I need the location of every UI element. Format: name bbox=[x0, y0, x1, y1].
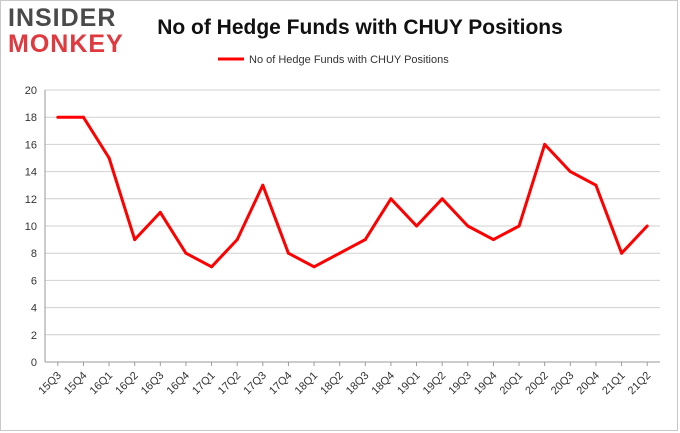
x-tick-label: 16Q1 bbox=[88, 370, 116, 398]
data-point bbox=[235, 238, 239, 242]
x-tick-label: 16Q3 bbox=[139, 370, 167, 398]
y-tick-label: 0 bbox=[31, 357, 37, 369]
x-tick-label: 20Q1 bbox=[498, 370, 526, 398]
data-point bbox=[415, 224, 419, 228]
axes bbox=[44, 90, 660, 366]
data-point bbox=[363, 238, 367, 242]
data-point bbox=[56, 115, 60, 119]
x-tick-label: 20Q2 bbox=[523, 370, 551, 398]
data-point bbox=[491, 238, 495, 242]
data-point bbox=[133, 238, 137, 242]
data-point bbox=[261, 183, 265, 187]
data-point bbox=[158, 210, 162, 214]
data-point bbox=[440, 197, 444, 201]
x-tick-label: 15Q3 bbox=[36, 370, 64, 398]
x-tick-label: 16Q2 bbox=[113, 370, 141, 398]
logo-text-bottom: MONKEY bbox=[8, 30, 124, 58]
x-tick-label: 18Q3 bbox=[344, 370, 372, 398]
x-tick-label: 15Q4 bbox=[62, 370, 90, 398]
data-point bbox=[543, 142, 547, 146]
x-tick-label: 17Q2 bbox=[216, 370, 244, 398]
data-point bbox=[517, 224, 521, 228]
x-tick-label: 19Q2 bbox=[421, 370, 449, 398]
legend: No of Hedge Funds with CHUY Positions bbox=[218, 54, 449, 66]
x-tick-label: 16Q4 bbox=[165, 370, 193, 398]
series-line bbox=[57, 115, 649, 269]
x-tick-label: 17Q3 bbox=[241, 370, 269, 398]
grid-lines bbox=[45, 89, 660, 336]
x-tick-label: 20Q3 bbox=[549, 370, 577, 398]
data-point bbox=[210, 265, 214, 269]
x-tick-label: 18Q1 bbox=[293, 370, 321, 398]
y-tick-labels: 0 2 4 6 8 10 12 14 16 18 20 bbox=[25, 85, 37, 369]
y-tick-label: 14 bbox=[25, 167, 37, 179]
x-tick-label: 21Q1 bbox=[600, 370, 628, 398]
y-tick-label: 10 bbox=[25, 221, 37, 233]
data-point bbox=[389, 197, 393, 201]
data-point bbox=[184, 251, 188, 255]
data-point bbox=[568, 170, 572, 174]
x-tick-label: 17Q1 bbox=[190, 370, 218, 398]
series-lines bbox=[56, 115, 649, 269]
y-tick-label: 6 bbox=[31, 275, 37, 287]
x-tick-label: 17Q4 bbox=[267, 370, 295, 398]
data-point bbox=[338, 251, 342, 255]
legend-label: No of Hedge Funds with CHUY Positions bbox=[249, 54, 449, 66]
x-tick-label: 19Q3 bbox=[446, 370, 474, 398]
y-tick-label: 18 bbox=[25, 112, 37, 124]
data-point bbox=[620, 251, 624, 255]
x-tick-label: 19Q1 bbox=[395, 370, 423, 398]
x-tick-label: 18Q2 bbox=[318, 370, 346, 398]
x-tick-label: 20Q4 bbox=[575, 370, 603, 398]
y-tick-label: 2 bbox=[31, 330, 37, 342]
y-tick-label: 8 bbox=[31, 248, 37, 260]
data-point bbox=[286, 251, 290, 255]
data-point bbox=[81, 115, 85, 119]
data-point bbox=[645, 224, 649, 228]
data-point bbox=[107, 156, 111, 160]
x-tick-label: 21Q2 bbox=[626, 370, 654, 398]
x-tick-labels: 15Q315Q416Q116Q216Q316Q417Q117Q217Q317Q4… bbox=[36, 370, 653, 398]
data-point bbox=[312, 265, 316, 269]
chart-title: No of Hedge Funds with CHUY Positions bbox=[157, 16, 563, 39]
x-tick-label: 19Q4 bbox=[472, 370, 500, 398]
x-tick-label: 18Q4 bbox=[370, 370, 398, 398]
data-point bbox=[466, 224, 470, 228]
y-tick-label: 12 bbox=[25, 194, 37, 206]
logo-text-top: INSIDER bbox=[8, 4, 117, 32]
y-tick-label: 16 bbox=[25, 139, 37, 151]
y-tick-label: 4 bbox=[31, 303, 37, 315]
data-point bbox=[594, 183, 598, 187]
y-tick-label: 20 bbox=[25, 85, 37, 97]
insider-monkey-logo: INSIDER MONKEY bbox=[8, 6, 128, 57]
